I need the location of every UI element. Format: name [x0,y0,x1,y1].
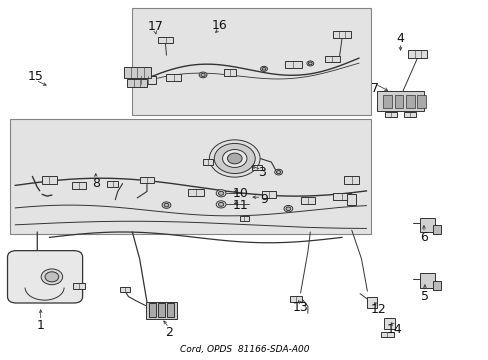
FancyBboxPatch shape [7,251,82,303]
Circle shape [45,272,59,282]
Circle shape [222,149,246,167]
Bar [239,216,249,221]
Bar [383,95,391,108]
Bar [140,177,154,183]
Bar [366,297,376,308]
Bar [394,95,403,108]
Bar [120,287,130,292]
Bar [407,50,426,58]
Circle shape [199,72,206,78]
Text: 5: 5 [420,290,428,303]
Text: 13: 13 [292,301,308,314]
Text: 11: 11 [232,199,248,212]
Bar [332,31,350,38]
Bar [73,283,84,289]
Circle shape [201,73,205,77]
Bar [325,55,339,62]
Text: Cord, OPDS  81166-SDA-A00: Cord, OPDS 81166-SDA-A00 [180,345,308,354]
Text: 10: 10 [232,187,248,200]
Circle shape [262,67,265,70]
Bar [158,303,164,317]
Text: 14: 14 [386,323,402,336]
Text: 3: 3 [257,166,265,179]
Bar [405,95,414,108]
Text: 1: 1 [37,319,44,332]
Bar [419,273,434,288]
Bar [262,191,275,198]
Circle shape [164,203,168,207]
Text: 9: 9 [260,193,267,206]
Bar [145,302,177,319]
Bar [187,189,203,196]
Bar [384,112,396,117]
Circle shape [227,153,242,164]
Circle shape [274,169,282,175]
Bar [72,182,85,189]
Circle shape [284,206,292,212]
Bar [10,119,370,234]
Bar [133,76,155,84]
Circle shape [260,66,267,71]
Text: 4: 4 [396,32,404,45]
Bar [344,176,358,184]
Circle shape [41,269,62,285]
Circle shape [218,202,224,206]
Bar [41,176,57,184]
Bar [384,318,394,329]
Text: 12: 12 [370,303,386,316]
Text: 7: 7 [370,82,378,95]
Bar [301,197,314,204]
Circle shape [214,143,255,174]
Bar [224,69,236,76]
Bar [432,225,441,234]
Text: 16: 16 [211,19,226,32]
Bar [127,79,147,87]
Bar [333,193,350,200]
Circle shape [162,202,170,208]
Bar [251,165,261,170]
Circle shape [308,62,311,65]
Text: 17: 17 [147,20,163,33]
Circle shape [306,61,313,66]
Bar [380,332,393,337]
Circle shape [209,140,260,177]
Circle shape [285,207,290,211]
Bar [123,67,150,78]
Text: 2: 2 [164,326,172,339]
Bar [149,303,156,317]
Text: 15: 15 [28,69,43,82]
Bar [346,194,355,205]
Circle shape [216,190,225,197]
Circle shape [216,201,225,208]
Bar [377,91,423,111]
Text: 6: 6 [419,231,427,244]
Bar [166,303,173,317]
Circle shape [276,171,280,174]
Bar [166,74,181,81]
Bar [404,112,415,117]
Circle shape [218,191,224,195]
Bar [416,95,425,108]
Bar [107,181,118,187]
Bar [158,37,172,43]
Bar [132,8,370,116]
Bar [419,218,434,232]
Bar [284,61,301,68]
Bar [289,296,301,302]
Bar [202,159,213,165]
Text: 8: 8 [92,177,100,190]
Bar [432,280,441,289]
